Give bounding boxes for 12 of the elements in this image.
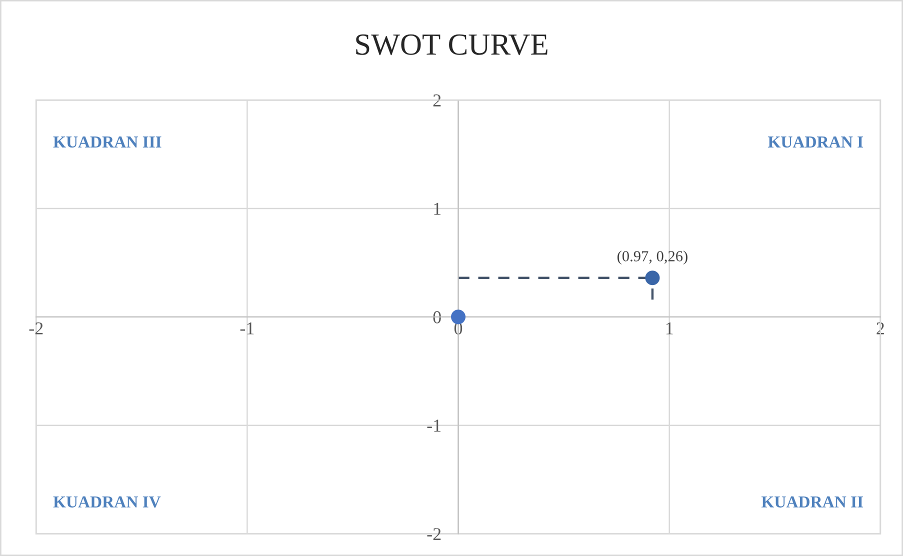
annotation: KUADRAN III [53, 136, 162, 148]
y-tick-label: -2 [427, 528, 441, 540]
annotation: KUADRAN II [762, 496, 863, 508]
annotation: KUADRAN I [768, 136, 863, 148]
y-tick-label: -1 [427, 420, 441, 432]
x-tick-label: 1 [666, 322, 673, 334]
x-tick-label: -1 [240, 322, 254, 334]
x-tick-label: -2 [29, 322, 43, 334]
annotation: KUADRAN IV [53, 496, 161, 508]
annotation: (0.97, 0,26) [617, 250, 688, 264]
y-tick-label: 1 [434, 202, 441, 215]
chart-title: SWOT CURVE [356, 34, 548, 56]
